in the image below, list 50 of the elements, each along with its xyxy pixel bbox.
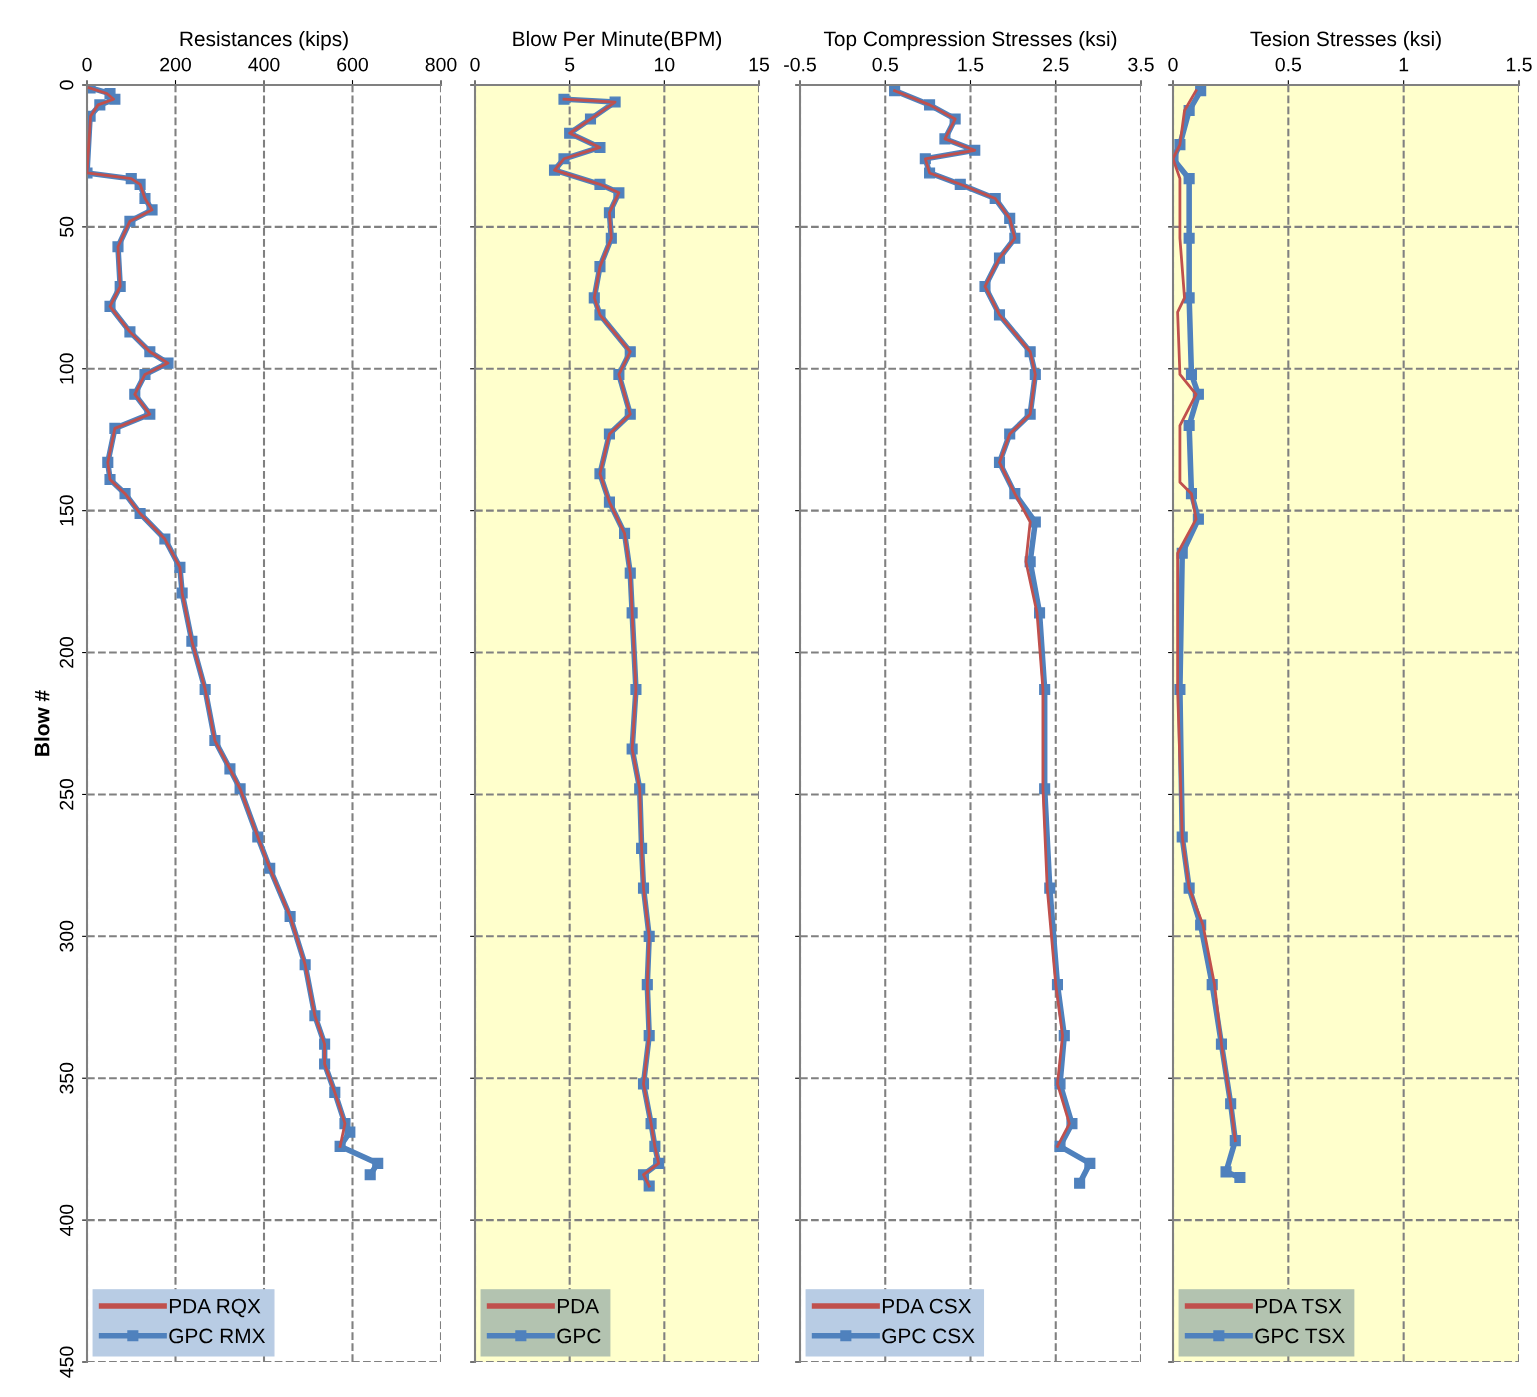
x-tick-label: 1 (1399, 57, 1409, 72)
x-axis-title: Top Compression Stresses (ksi) (823, 30, 1117, 51)
x-tick-label: 0.5 (1275, 57, 1302, 72)
x-tick-label: 5 (565, 57, 575, 72)
point (1220, 1166, 1232, 1178)
point (1084, 1157, 1096, 1169)
legend-label: GPC TSX (1255, 1328, 1345, 1344)
x-tick-label: 1.5 (958, 57, 984, 72)
y-tick-label: 0 (59, 80, 74, 90)
x-tick-label: 0 (470, 57, 480, 72)
x-tick-label: 0 (82, 57, 92, 72)
point (1029, 516, 1041, 528)
x-tick-label: 1.5 (1506, 57, 1532, 72)
legend-label: PDA TSX (1255, 1298, 1342, 1314)
point (1185, 368, 1198, 381)
x-tick-label: 0 (1168, 57, 1178, 72)
y-axis-title: Blow # (34, 690, 50, 756)
legend-label: PDA RQX (169, 1298, 261, 1318)
y-tick-label: 50 (59, 216, 74, 237)
y-tick-label: 150 (59, 495, 74, 526)
x-axis-title: Resistances (kips) (180, 30, 348, 51)
y-tick-label: 400 (59, 1204, 74, 1236)
legend-label: GPC RMX (169, 1328, 266, 1344)
y-tick-label: 250 (59, 778, 74, 810)
legend-label: GPC CSX (882, 1328, 975, 1344)
y-tick-label: 450 (59, 1346, 74, 1378)
x-tick-label: 3.5 (1128, 57, 1154, 72)
point (1074, 1177, 1086, 1189)
legend-label: GPC (557, 1328, 601, 1344)
y-tick-label: 300 (59, 920, 74, 952)
x-tick-label: 15 (749, 57, 769, 72)
x-tick-label: 2.5 (1043, 57, 1069, 72)
x-tick-label: 10 (655, 57, 675, 72)
x-tick-label: 800 (425, 57, 457, 72)
x-tick-label: 600 (337, 57, 368, 72)
x-tick-label: -0.5 (784, 57, 816, 72)
point (1234, 1171, 1246, 1184)
x-axis-title: Blow Per Minute(BPM) (513, 30, 722, 51)
x-tick-label: 0.5 (872, 57, 898, 72)
legend-label: PDA CSX (882, 1298, 972, 1314)
legend-label: PDA (557, 1298, 600, 1314)
x-axis-title: Tesion Stresses (ksi) (1250, 30, 1441, 51)
point (1183, 232, 1195, 244)
point (1183, 419, 1195, 432)
y-tick-label: 200 (59, 637, 74, 668)
y-tick-label: 100 (59, 353, 74, 384)
y-tick-label: 350 (59, 1062, 74, 1094)
point (1183, 173, 1195, 185)
x-tick-label: 200 (160, 57, 191, 72)
x-tick-label: 400 (248, 57, 280, 72)
